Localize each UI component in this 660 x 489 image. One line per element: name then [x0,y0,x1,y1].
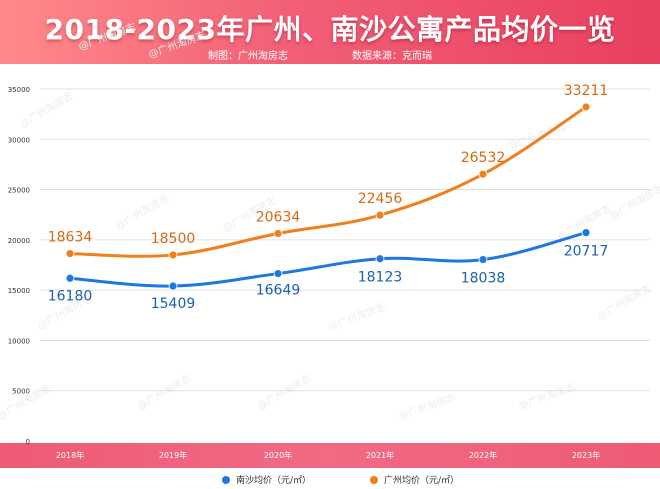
y-tick-label-6: 30000 [8,136,30,144]
x-tick-label-1: 2019年 [159,450,187,460]
x-tick-label-4: 2022年 [469,450,497,460]
watermark-3: @广州淘房志 [113,191,171,232]
y-tick-label-5: 25000 [8,187,30,195]
page-title: 2018-2023年广州、南沙公寓产品均价一览 [44,13,616,46]
x-axis-band [0,443,660,468]
legend-marker-nansha [222,475,230,484]
data-label-guangzhou-5: 33211 [564,83,609,99]
point-nansha-3 [375,254,385,264]
legend: 南沙均价（元/㎡） 广州均价（元/㎡） [0,473,660,489]
credit-maker: 制图：广州淘房志 [208,51,288,62]
data-label-nansha-0: 16180 [48,288,93,304]
data-label-nansha-2: 16649 [256,283,301,299]
y-tick-label-2: 10000 [8,337,30,345]
legend-marker-guangzhou [370,475,378,484]
watermark-7: @广州淘房志 [327,300,388,333]
data-label-guangzhou-4: 26532 [461,150,506,166]
credit-source: 数据来源：克而瑞 [352,51,432,62]
watermark-10: @广州淘房志 [135,371,193,412]
point-nansha-0 [65,273,75,283]
x-tick-label-5: 2023年 [572,450,600,460]
point-nansha-4 [478,255,488,264]
watermark-4: @广州淘房志 [607,181,660,222]
point-guangzhou-5 [581,102,591,112]
y-tick-label-7: 35000 [8,86,30,94]
x-tick-label-3: 2021年 [366,450,394,460]
data-label-nansha-1: 15409 [151,296,196,312]
point-nansha-2 [273,269,283,278]
point-guangzhou-0 [65,249,75,258]
watermark-13: @广州淘房志 [517,380,578,413]
legend-label-guangzhou: 广州均价（元/㎡） [384,476,460,486]
data-label-nansha-5: 20717 [564,244,609,260]
series-line-nansha [69,231,587,288]
series-line-guangzhou [69,105,587,258]
y-tick-label-3: 15000 [8,287,30,295]
legend-item-nansha: 南沙均价（元/㎡） [222,473,311,486]
point-guangzhou-2 [273,229,283,238]
x-tick-label-0: 2018年 [56,450,84,460]
watermark-1: @广州淘房志 [17,89,75,130]
legend-label-nansha: 南沙均价（元/㎡） [236,476,312,486]
data-label-guangzhou-3: 22456 [358,191,403,207]
data-label-guangzhou-0: 18634 [48,230,93,246]
data-label-guangzhou-1: 18500 [151,231,196,247]
x-tick-label-2: 2020年 [264,450,292,460]
point-nansha-5 [581,228,591,238]
point-guangzhou-1 [168,250,178,260]
data-label-guangzhou-2: 20634 [256,209,301,225]
header-banner: 2018-2023年广州、南沙公寓产品均价一览 制图：广州淘房志 数据来源：克而… [0,0,660,64]
data-label-nansha-3: 18123 [358,270,403,286]
legend-item-guangzhou: 广州均价（元/㎡） [370,473,459,486]
y-tick-label-4: 20000 [8,237,30,245]
y-tick-label-0: 0 [26,438,30,446]
watermark-15: @广州淘房志 [77,20,138,53]
watermark-11: @广州淘房志 [255,371,313,412]
watermark-9: @广州淘房志 [595,281,653,322]
y-tick-label-1: 5000 [12,388,30,396]
point-guangzhou-3 [375,210,385,220]
data-label-nansha-4: 18038 [461,271,506,287]
watermark-12: @广州淘房志 [397,390,458,423]
point-nansha-1 [168,281,178,291]
point-guangzhou-4 [478,169,488,179]
watermark-0: @广州淘房志 [147,28,208,61]
